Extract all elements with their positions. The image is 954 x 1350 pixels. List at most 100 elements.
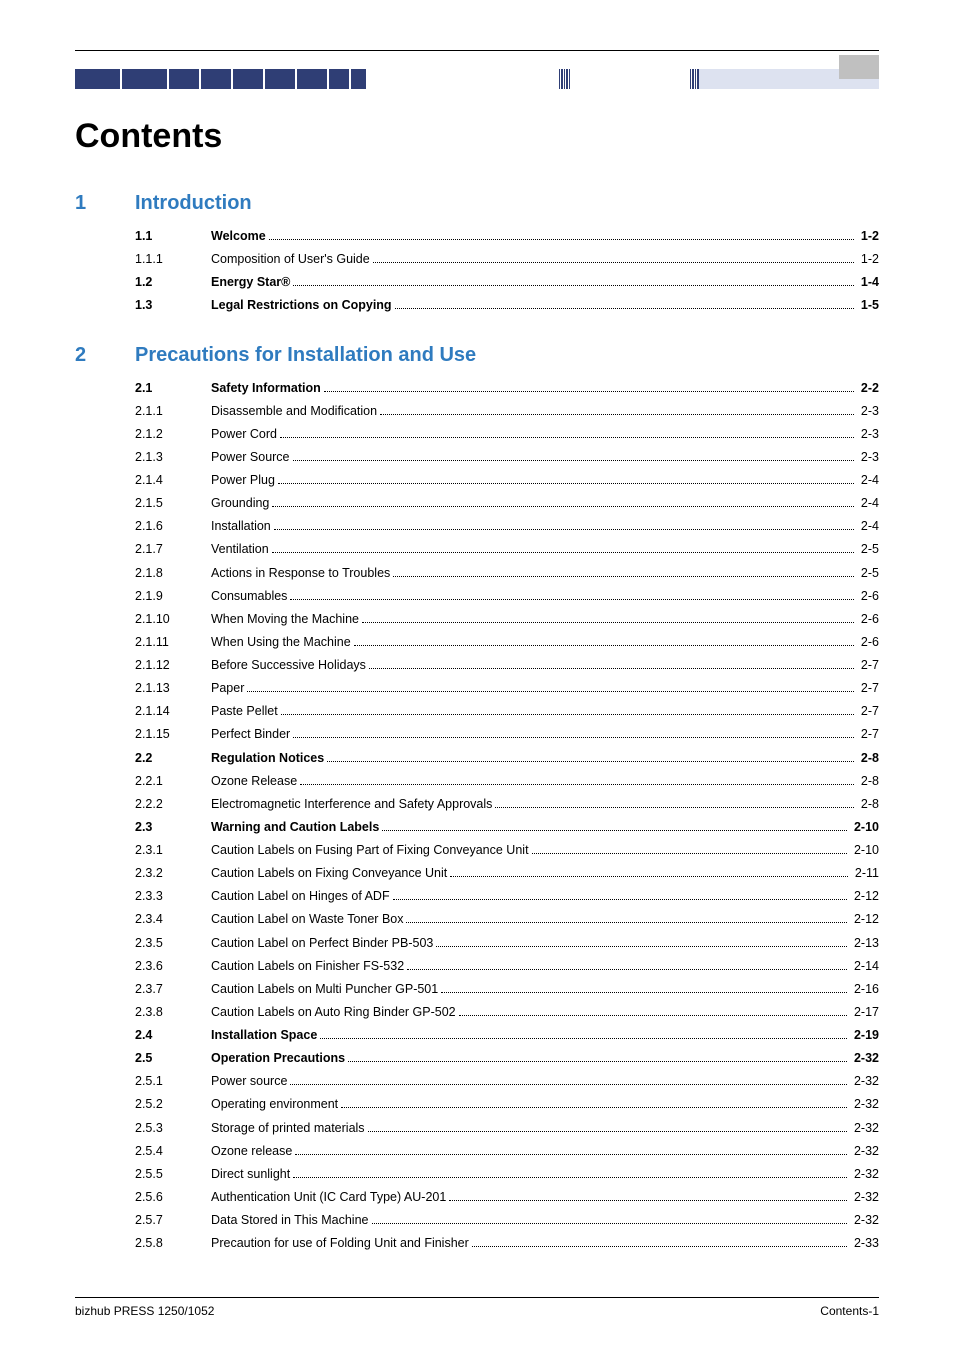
toc-entry-title: Before Successive Holidays	[211, 654, 366, 677]
toc-entry-number: 2.3.6	[135, 955, 211, 978]
toc-entry-title: Caution Labels on Fusing Part of Fixing …	[211, 839, 529, 862]
toc-entry: 2.3.4Caution Label on Waste Toner Box2-1…	[135, 908, 879, 931]
toc-entry-title-wrap: Ozone Release	[211, 770, 857, 793]
toc-entry-number: 2.5.8	[135, 1232, 211, 1255]
footer-left: bizhub PRESS 1250/1052	[75, 1304, 214, 1318]
toc-entry-number: 2.3	[135, 816, 211, 839]
toc-dots-leader	[247, 691, 854, 692]
toc-entry-title-wrap: Paste Pellet	[211, 700, 857, 723]
toc-entry-number: 2.2	[135, 747, 211, 770]
toc-entry-title: Caution Label on Waste Toner Box	[211, 908, 403, 931]
toc-entry-page: 2-32	[850, 1117, 879, 1140]
toc-entry-title-wrap: Caution Labels on Fusing Part of Fixing …	[211, 839, 850, 862]
toc-entry-title-wrap: Grounding	[211, 492, 857, 515]
toc-dots-leader	[348, 1061, 847, 1062]
toc-dots-leader	[369, 668, 854, 669]
top-rule	[75, 50, 879, 51]
toc-entry-title-wrap: Legal Restrictions on Copying	[211, 294, 857, 317]
toc-entry-title: Power Plug	[211, 469, 275, 492]
toc-entry-page: 2-3	[857, 446, 879, 469]
toc-entry-title-wrap: Actions in Response to Troubles	[211, 562, 857, 585]
toc-dots-leader	[300, 784, 854, 785]
toc-entry-page: 2-7	[857, 723, 879, 746]
toc-dots-leader	[362, 622, 854, 623]
toc-entry-number: 2.1.7	[135, 538, 211, 561]
toc-entry-number: 2.1.5	[135, 492, 211, 515]
toc-entry-number: 1.3	[135, 294, 211, 317]
decor-segment	[169, 69, 199, 89]
document-page: Contents 1Introduction1.1Welcome 1-21.1.…	[0, 0, 954, 1350]
toc-entry: 2.1.15Perfect Binder2-7	[135, 723, 879, 746]
toc-entry: 2.1.10When Moving the Machine2-6	[135, 608, 879, 631]
toc-entry-number: 2.1.13	[135, 677, 211, 700]
toc-dots-leader	[295, 1154, 847, 1155]
toc-entry: 2.3.5Caution Label on Perfect Binder PB-…	[135, 932, 879, 955]
toc-dots-leader	[382, 830, 847, 831]
toc-entry-page: 2-12	[850, 885, 879, 908]
toc-entry: 2.1Safety Information 2-2	[135, 377, 879, 400]
toc-entry-title: When Using the Machine	[211, 631, 351, 654]
toc-entry-page: 2-10	[850, 816, 879, 839]
toc-entry: 2.5.1Power source2-32	[135, 1070, 879, 1093]
toc-entry-page: 2-5	[857, 538, 879, 561]
toc-entry-page: 2-16	[850, 978, 879, 1001]
toc-entry-title: Caution Labels on Finisher FS-532	[211, 955, 404, 978]
toc-dots-leader	[293, 737, 854, 738]
toc-dots-leader	[393, 576, 854, 577]
toc-entry-title-wrap: Power Cord	[211, 423, 857, 446]
toc-entry-page: 2-2	[857, 377, 879, 400]
toc-entry-title: Precaution for use of Folding Unit and F…	[211, 1232, 469, 1255]
toc-entry-title-wrap: Operation Precautions	[211, 1047, 850, 1070]
toc-entry-title: Legal Restrictions on Copying	[211, 294, 392, 317]
toc-entry-page: 2-7	[857, 700, 879, 723]
toc-dots-leader	[441, 992, 847, 993]
toc-dots-leader	[459, 1015, 847, 1016]
toc-entry-title-wrap: Storage of printed materials	[211, 1117, 850, 1140]
toc-entry-title-wrap: Power Source	[211, 446, 857, 469]
chapter-number: 1	[75, 192, 135, 215]
toc-dots-leader	[495, 807, 854, 808]
toc-dots-leader	[278, 483, 854, 484]
toc-entry-page: 2-7	[857, 654, 879, 677]
toc-entry-title-wrap: Installation	[211, 515, 857, 538]
toc-entry: 2.5.8Precaution for use of Folding Unit …	[135, 1232, 879, 1255]
toc-dots-leader	[373, 262, 854, 263]
toc-entry: 1.3Legal Restrictions on Copying 1-5	[135, 294, 879, 317]
toc-dots-leader	[272, 506, 854, 507]
decor-segment	[201, 69, 231, 89]
toc-entry: 1.2Energy Star® 1-4	[135, 271, 879, 294]
toc-entry-page: 2-5	[857, 562, 879, 585]
toc-entry-number: 2.1.3	[135, 446, 211, 469]
toc-entry-number: 2.1.12	[135, 654, 211, 677]
barcode-stripes	[559, 69, 570, 89]
toc-entry-title: Energy Star®	[211, 271, 290, 294]
toc-entry-title-wrap: When Using the Machine	[211, 631, 857, 654]
toc-entry-number: 2.3.8	[135, 1001, 211, 1024]
toc-entry-number: 2.5.3	[135, 1117, 211, 1140]
toc-entry-title: Ozone Release	[211, 770, 297, 793]
toc-entry-title: Caution Label on Perfect Binder PB-503	[211, 932, 433, 955]
toc-entry-title: Power Cord	[211, 423, 277, 446]
chapter-heading: 1Introduction	[75, 192, 879, 215]
toc-entry-number: 2.5.6	[135, 1186, 211, 1209]
toc-entry-title-wrap: Operating environment	[211, 1093, 850, 1116]
toc-entry: 2.1.1Disassemble and Modification2-3	[135, 400, 879, 423]
toc-entry-title: Installation Space	[211, 1024, 317, 1047]
toc-entry-page: 2-6	[857, 585, 879, 608]
toc-entry-title-wrap: Power source	[211, 1070, 850, 1093]
toc-entry-page: 1-5	[857, 294, 879, 317]
toc-dots-leader	[395, 308, 854, 309]
toc-entry-number: 2.1.1	[135, 400, 211, 423]
toc-entry-title: Ozone release	[211, 1140, 292, 1163]
toc-entry-page: 2-32	[850, 1140, 879, 1163]
toc-entry-title-wrap: Energy Star®	[211, 271, 857, 294]
chapter-title: Precautions for Installation and Use	[135, 344, 476, 367]
toc-entry-number: 2.3.7	[135, 978, 211, 1001]
toc-entry-title-wrap: Ozone release	[211, 1140, 850, 1163]
toc-entry-title-wrap: Authentication Unit (IC Card Type) AU-20…	[211, 1186, 850, 1209]
page-footer: bizhub PRESS 1250/1052 Contents-1	[75, 1297, 879, 1318]
toc-entry-page: 2-14	[850, 955, 879, 978]
toc-entry: 2.3.1Caution Labels on Fusing Part of Fi…	[135, 839, 879, 862]
toc-dots-leader	[393, 899, 847, 900]
toc-entry-title-wrap: Safety Information	[211, 377, 857, 400]
